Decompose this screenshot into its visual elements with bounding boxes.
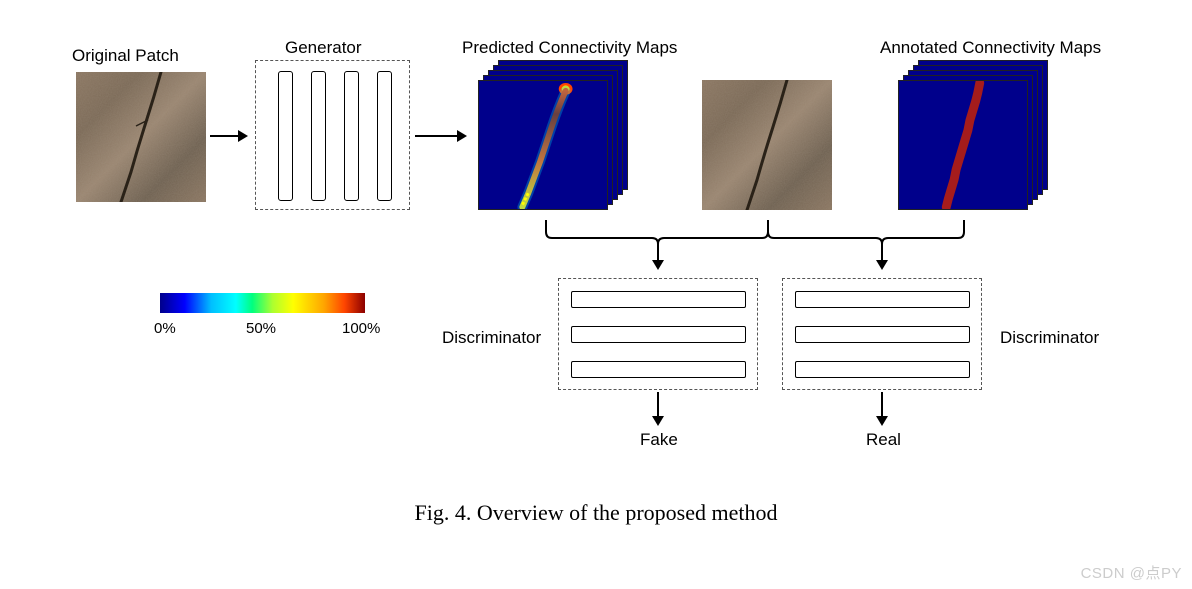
annotated-crack-icon bbox=[899, 81, 1027, 209]
disc-right-layer-2 bbox=[795, 326, 970, 343]
real-label: Real bbox=[866, 430, 901, 450]
generator-box bbox=[255, 60, 410, 210]
disc-right-layer-1 bbox=[795, 291, 970, 308]
colorbar-tick-100: 100% bbox=[342, 320, 380, 337]
generator-layer-2 bbox=[311, 71, 326, 201]
original-patch-image bbox=[76, 72, 206, 202]
generator-layer-4 bbox=[377, 71, 392, 201]
generator-layer-1 bbox=[278, 71, 293, 201]
colorbar bbox=[160, 293, 365, 313]
colorbar-tick-50: 50% bbox=[246, 320, 276, 337]
original-patch-label: Original Patch bbox=[72, 46, 179, 66]
colorbar-tick-0: 0% bbox=[154, 320, 176, 337]
disc-right-layer-3 bbox=[795, 361, 970, 378]
annotated-maps-stack bbox=[898, 60, 1053, 215]
disc-left-layer-2 bbox=[571, 326, 746, 343]
original-patch-image-2 bbox=[702, 80, 832, 210]
fake-label: Fake bbox=[640, 430, 678, 450]
generator-layer-3 bbox=[344, 71, 359, 201]
crack-overlay-icon bbox=[76, 72, 206, 202]
discriminator-left-label: Discriminator bbox=[442, 328, 541, 348]
annotated-maps-label: Annotated Connectivity Maps bbox=[880, 38, 1101, 58]
predicted-maps-stack bbox=[478, 60, 633, 215]
predicted-heatmap-icon bbox=[479, 81, 607, 209]
discriminator-right-box bbox=[782, 278, 982, 390]
generator-label: Generator bbox=[285, 38, 362, 58]
watermark: CSDN @点PY bbox=[1081, 562, 1182, 583]
disc-left-layer-1 bbox=[571, 291, 746, 308]
figure-caption: Fig. 4. Overview of the proposed method bbox=[0, 500, 1192, 526]
disc-left-layer-3 bbox=[571, 361, 746, 378]
crack-overlay-icon-2 bbox=[702, 80, 832, 210]
discriminator-right-label: Discriminator bbox=[1000, 328, 1099, 348]
discriminator-left-box bbox=[558, 278, 758, 390]
bracket-right-icon bbox=[702, 214, 1052, 274]
predicted-maps-label: Predicted Connectivity Maps bbox=[462, 38, 677, 58]
